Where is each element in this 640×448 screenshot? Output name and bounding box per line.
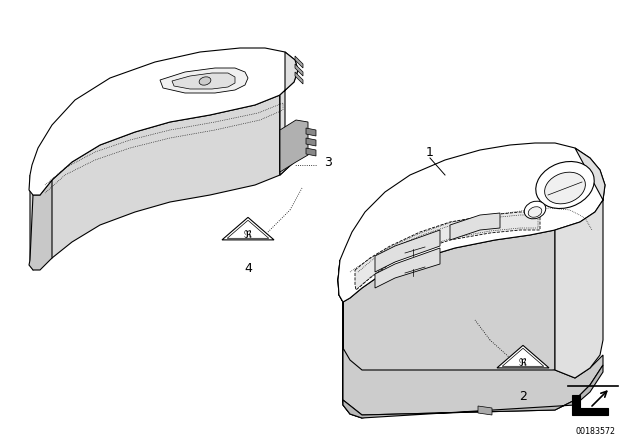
Polygon shape bbox=[555, 148, 605, 378]
Polygon shape bbox=[343, 365, 603, 418]
Text: ℜ: ℜ bbox=[519, 358, 527, 368]
Polygon shape bbox=[478, 406, 492, 415]
Polygon shape bbox=[375, 248, 440, 288]
Text: OO183572: OO183572 bbox=[575, 427, 615, 436]
Text: 4: 4 bbox=[244, 262, 252, 275]
Polygon shape bbox=[295, 72, 303, 84]
Text: ℜ: ℜ bbox=[244, 230, 252, 240]
Polygon shape bbox=[450, 213, 500, 240]
Polygon shape bbox=[280, 52, 298, 175]
Polygon shape bbox=[572, 395, 608, 415]
Text: 3: 3 bbox=[324, 155, 332, 168]
Polygon shape bbox=[306, 128, 316, 136]
Ellipse shape bbox=[524, 201, 546, 219]
Polygon shape bbox=[29, 180, 52, 270]
Polygon shape bbox=[222, 217, 274, 240]
Polygon shape bbox=[338, 260, 362, 418]
Polygon shape bbox=[502, 348, 544, 366]
Ellipse shape bbox=[545, 172, 586, 204]
Polygon shape bbox=[375, 230, 440, 272]
Polygon shape bbox=[172, 73, 235, 89]
Polygon shape bbox=[338, 143, 605, 302]
Text: 1: 1 bbox=[426, 146, 434, 159]
Polygon shape bbox=[306, 148, 316, 156]
Polygon shape bbox=[280, 95, 298, 175]
Polygon shape bbox=[355, 212, 540, 290]
Ellipse shape bbox=[528, 207, 542, 217]
Ellipse shape bbox=[199, 77, 211, 85]
Polygon shape bbox=[295, 64, 303, 76]
Polygon shape bbox=[295, 56, 303, 68]
Polygon shape bbox=[343, 348, 603, 415]
Polygon shape bbox=[306, 138, 316, 146]
Ellipse shape bbox=[536, 161, 594, 208]
Polygon shape bbox=[343, 230, 555, 418]
Polygon shape bbox=[280, 120, 308, 172]
Polygon shape bbox=[160, 68, 248, 93]
Text: 2: 2 bbox=[519, 389, 527, 402]
Polygon shape bbox=[29, 48, 298, 195]
Polygon shape bbox=[497, 345, 549, 368]
Polygon shape bbox=[30, 95, 280, 270]
Polygon shape bbox=[227, 220, 269, 238]
